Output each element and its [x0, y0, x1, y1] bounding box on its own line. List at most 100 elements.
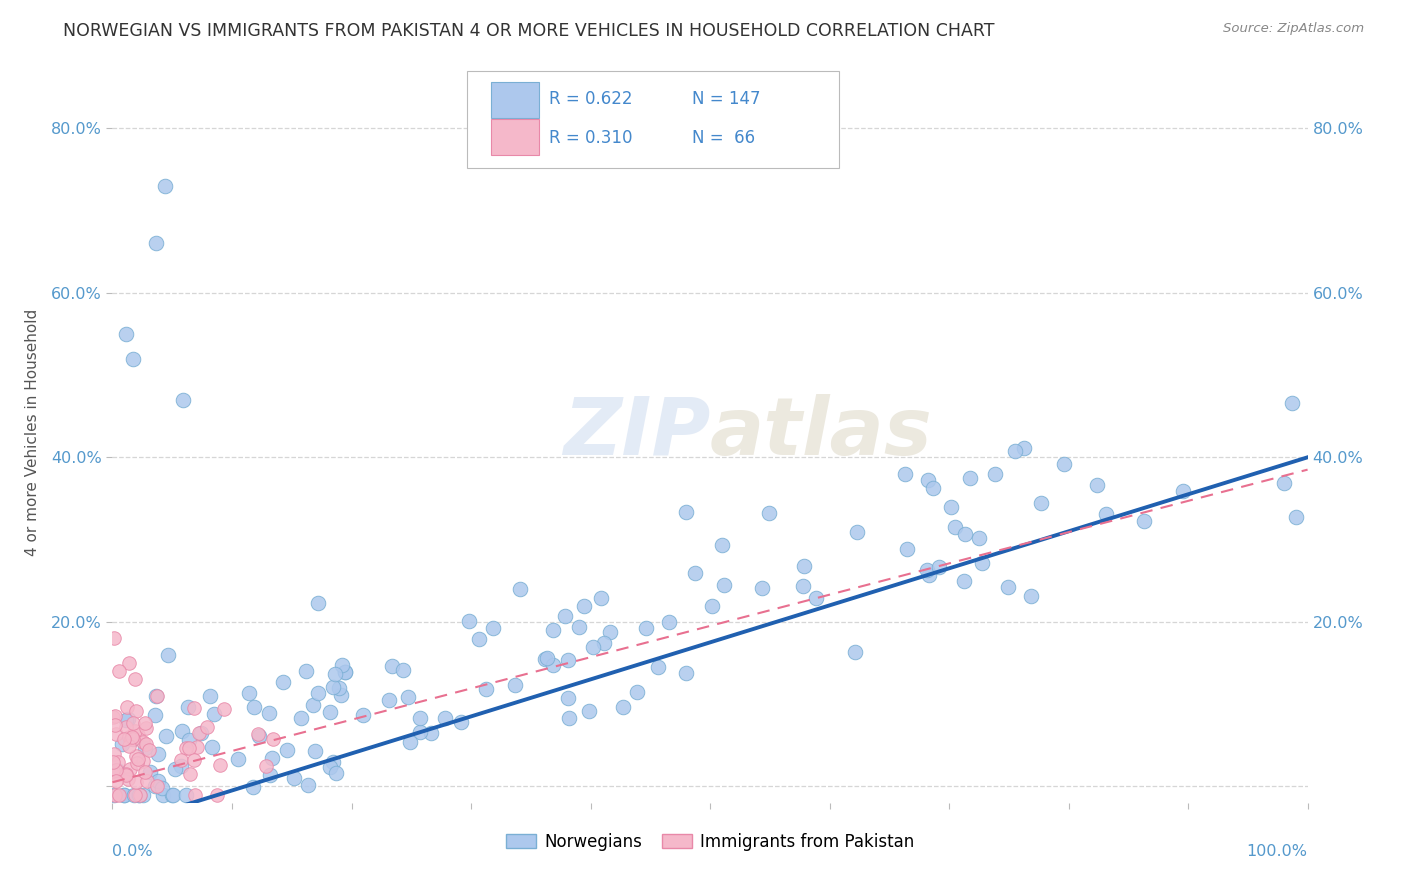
Point	[247, 726, 270, 740]
Point	[118, 656, 141, 670]
Point	[124, 788, 146, 802]
Point	[150, 781, 173, 796]
Point	[381, 658, 404, 673]
Point	[127, 752, 149, 766]
Point	[115, 699, 138, 714]
Point	[184, 788, 207, 802]
Point	[658, 615, 681, 629]
Point	[197, 720, 219, 734]
Point	[243, 700, 266, 714]
Bar	[491, 82, 538, 118]
Point	[845, 524, 868, 539]
Point	[128, 788, 150, 802]
Point	[959, 471, 981, 485]
Point	[591, 591, 613, 605]
Legend: Norwegians, Immigrants from Pakistan: Norwegians, Immigrants from Pakistan	[499, 826, 921, 857]
Point	[647, 660, 669, 674]
Point	[115, 767, 138, 781]
Point	[751, 581, 773, 595]
Point	[155, 729, 177, 743]
Point	[122, 351, 145, 366]
Point	[257, 706, 280, 720]
Point	[146, 773, 169, 788]
Point	[177, 741, 200, 756]
Point	[101, 755, 124, 769]
Text: 100.0%: 100.0%	[1247, 844, 1308, 858]
Point	[177, 733, 200, 747]
Point	[328, 681, 350, 695]
Point	[122, 715, 145, 730]
Point	[409, 711, 432, 725]
Point	[592, 636, 614, 650]
Point	[917, 473, 939, 487]
Point	[103, 632, 125, 646]
Point	[939, 500, 962, 514]
Point	[283, 771, 305, 785]
Point	[145, 236, 167, 251]
Point	[578, 704, 600, 718]
Point	[117, 712, 139, 726]
Text: R = 0.310: R = 0.310	[548, 129, 633, 147]
Point	[955, 527, 977, 541]
Point	[177, 700, 200, 714]
Point	[792, 579, 814, 593]
Point	[323, 667, 346, 681]
Point	[276, 743, 298, 757]
Point	[983, 467, 1005, 481]
Point	[335, 665, 357, 679]
Point	[103, 767, 125, 781]
Point	[330, 688, 353, 702]
Point	[634, 621, 657, 635]
Point	[457, 614, 479, 628]
Point	[915, 563, 938, 577]
Text: N =  66: N = 66	[692, 129, 755, 147]
Point	[259, 768, 281, 782]
Point	[124, 748, 146, 763]
Point	[557, 691, 579, 706]
Point	[118, 739, 141, 753]
Point	[101, 710, 124, 724]
Point	[103, 788, 125, 802]
Point	[145, 690, 167, 704]
Point	[127, 728, 149, 742]
Point	[125, 774, 148, 789]
Point	[104, 727, 127, 741]
Point	[205, 788, 228, 802]
Point	[183, 701, 205, 715]
Point	[122, 731, 145, 746]
Point	[111, 737, 134, 751]
Point	[399, 735, 422, 749]
Point	[295, 664, 318, 678]
Point	[420, 726, 443, 740]
Point	[675, 665, 697, 680]
Point	[103, 764, 125, 778]
Point	[804, 591, 827, 605]
Point	[179, 767, 201, 781]
Point	[482, 621, 505, 635]
Point	[204, 707, 226, 722]
Point	[136, 773, 159, 788]
Point	[128, 788, 150, 802]
Point	[118, 730, 141, 744]
Point	[247, 729, 270, 743]
Text: Source: ZipAtlas.com: Source: ZipAtlas.com	[1223, 22, 1364, 36]
Point	[169, 759, 191, 773]
Point	[554, 609, 576, 624]
Point	[121, 730, 143, 744]
Point	[582, 640, 605, 654]
Point	[132, 788, 155, 802]
Point	[509, 582, 531, 596]
Point	[434, 710, 457, 724]
Point	[475, 682, 498, 697]
Point	[105, 764, 128, 778]
Point	[104, 774, 127, 789]
Point	[134, 715, 156, 730]
Point	[124, 673, 146, 687]
Point	[112, 788, 135, 802]
Point	[378, 693, 401, 707]
Point	[1053, 457, 1076, 471]
Point	[108, 788, 131, 802]
Point	[107, 664, 129, 678]
Point	[125, 756, 148, 770]
Point	[146, 747, 169, 761]
